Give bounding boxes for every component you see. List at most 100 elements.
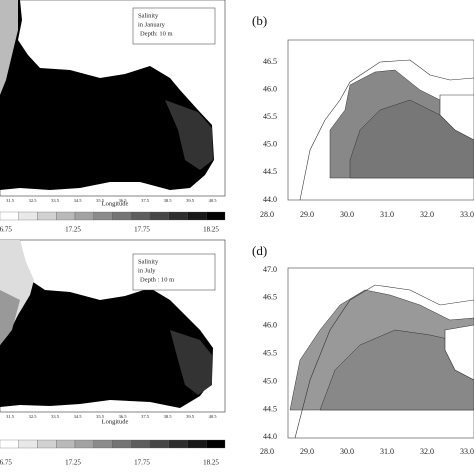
x-tick-label: 28.0 — [260, 210, 274, 219]
y-tick-label: 44.0 — [263, 432, 277, 441]
colorbar-step — [74, 211, 94, 221]
y-tick-label: 46.5 — [263, 57, 277, 66]
colorbar-step — [149, 439, 169, 449]
colorbar-step — [168, 211, 188, 221]
x-tick-label: 33.0 — [460, 210, 474, 219]
colorbar-step — [0, 439, 19, 449]
x-tick-label: 30.0 — [340, 447, 354, 456]
x-tick-label: 32.5 — [29, 198, 38, 203]
x-tick-label: 31.5 — [6, 414, 15, 419]
colorbar-step — [0, 211, 19, 221]
x-label: Longitude — [102, 200, 129, 207]
x-tick-label: 33.0 — [460, 447, 474, 456]
colorbar-step — [206, 439, 226, 449]
x-tick-label: 39.5 — [186, 414, 195, 419]
colorbar-step — [37, 211, 57, 221]
x-tick-label: 31.5 — [6, 198, 15, 203]
y-tick-label: 45.5 — [263, 112, 277, 121]
colorbar-tick-label: 18.25 — [203, 459, 219, 467]
contour — [0, 290, 20, 345]
x-tick-label: 36.5 — [119, 198, 128, 203]
legend-box — [132, 7, 216, 45]
colorbar-step — [18, 211, 38, 221]
colorbar-step — [74, 439, 94, 449]
colorbar-tick-label: 17.75 — [134, 459, 150, 467]
x-tick-label: 35.5 — [96, 198, 105, 203]
land — [444, 324, 474, 381]
x-tick-label: 40.5 — [209, 414, 218, 419]
y-tick-label: 46.0 — [263, 321, 277, 330]
colorbar-step — [187, 439, 207, 449]
x-tick-label: 31.0 — [380, 210, 394, 219]
legend-depth: Depth: 10 m — [140, 30, 173, 37]
legend-subtitle: in January — [138, 21, 166, 28]
x-tick-label: 32.0 — [420, 210, 434, 219]
x-tick-label: 32.5 — [29, 414, 38, 419]
x-tick-label: 34.5 — [74, 414, 83, 419]
sea — [0, 0, 214, 190]
legend-depth: Depth : 10 m — [140, 276, 174, 283]
legend-title: Salinity — [138, 258, 159, 265]
legend-box — [132, 253, 216, 291]
x-tick-label: 33.5 — [51, 198, 60, 203]
land — [439, 94, 474, 141]
y-tick-label: 46.0 — [263, 84, 277, 93]
x-tick-label: 34.5 — [74, 198, 83, 203]
x-tick-label: 39.5 — [186, 198, 195, 203]
colorbar-step — [131, 439, 151, 449]
colorbar-tick-label: 17.25 — [65, 226, 81, 234]
y-tick-label: 45.0 — [263, 140, 277, 149]
y-tick-label: 47.0 — [263, 265, 277, 274]
y-tick-label: 46.5 — [263, 293, 277, 302]
x-tick-label: 40.5 — [209, 198, 218, 203]
x-tick-label: 33.5 — [51, 414, 60, 419]
x-tick-label: 29.0 — [300, 210, 314, 219]
colorbar-step — [112, 439, 132, 449]
x-tick-label: 36.5 — [119, 414, 128, 419]
sea — [0, 240, 213, 408]
colorbar-step — [93, 211, 113, 221]
y-tick-label: 45.5 — [263, 349, 277, 358]
y-tick-label: 44.5 — [263, 404, 277, 413]
colorbar-step — [18, 439, 38, 449]
panel-b: (b) — [252, 13, 474, 201]
legend-subtitle: in July — [138, 267, 156, 274]
panel-label: (d) — [252, 243, 267, 258]
colorbar-step — [149, 211, 169, 221]
legend-title: Salinity — [138, 12, 159, 19]
x-tick-label: 37.5 — [141, 414, 150, 419]
x-tick-label: 28.0 — [260, 447, 274, 456]
colorbar-step — [168, 439, 188, 449]
x-label: Longitude — [102, 418, 129, 425]
contour — [319, 329, 474, 411]
y-tick-label: 45.0 — [263, 376, 277, 385]
map-january: Salinity in January Depth: 10 m Longitud… — [0, 0, 226, 207]
panel-d: (d) — [252, 243, 474, 439]
colorbar-step — [187, 211, 207, 221]
y-tick-label: 44.0 — [263, 195, 277, 204]
contour — [165, 100, 213, 170]
colorbar-step — [93, 439, 113, 449]
coastline — [299, 59, 474, 201]
x-tick-label: 32.0 — [420, 447, 434, 456]
map-july: Salinity in July Depth : 10 m Longitude — [0, 239, 226, 425]
colorbar-step — [206, 211, 226, 221]
x-tick-label: 31.0 — [380, 447, 394, 456]
colorbar-step — [112, 211, 132, 221]
x-tick-label: 30.0 — [340, 210, 354, 219]
colorbar-step — [56, 439, 76, 449]
colorbar-step — [131, 211, 151, 221]
x-tick-label: 29.0 — [300, 447, 314, 456]
contour — [170, 330, 212, 395]
coastline — [294, 284, 474, 439]
y-tick-label: 44.5 — [263, 167, 277, 176]
colorbar-step — [37, 439, 57, 449]
x-tick-label: 38.5 — [164, 198, 173, 203]
x-tick-label: 37.5 — [141, 198, 150, 203]
x-tick-label: 35.5 — [96, 414, 105, 419]
colorbar-step — [56, 211, 76, 221]
colorbar-tick-label: 17.25 — [65, 459, 81, 467]
colorbar-tick-label: 17.75 — [134, 226, 150, 234]
panel-label: (b) — [252, 13, 267, 28]
